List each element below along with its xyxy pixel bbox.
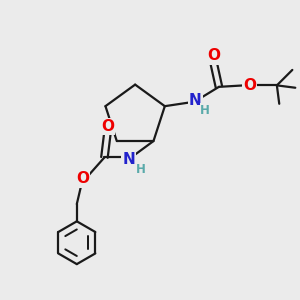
Text: O: O [101,119,114,134]
Text: N: N [189,93,202,108]
Text: N: N [122,152,135,167]
Text: O: O [207,48,220,63]
Text: H: H [200,103,210,116]
Text: O: O [76,171,89,186]
Text: O: O [243,78,256,93]
Text: H: H [136,163,146,176]
